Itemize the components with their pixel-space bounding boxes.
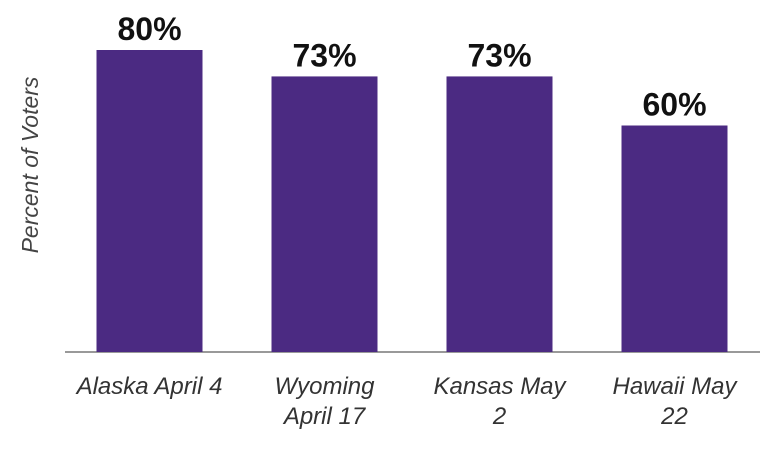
bar xyxy=(621,125,728,352)
bar xyxy=(446,76,553,353)
x-tick-label: Kansas May 2 xyxy=(433,373,566,430)
value-label: 80% xyxy=(117,11,181,47)
x-tick-label: Alaska April 4 xyxy=(76,373,223,400)
value-label: 73% xyxy=(467,37,531,73)
value-label: 60% xyxy=(642,87,706,123)
x-tick-label: Hawaii May 22 xyxy=(612,373,737,430)
value-label: 73% xyxy=(292,37,356,73)
x-tick-label: Wyoming April 17 xyxy=(274,373,375,430)
y-axis-label: Percent of Voters xyxy=(17,76,43,253)
bar xyxy=(271,76,378,353)
bar xyxy=(96,50,203,352)
